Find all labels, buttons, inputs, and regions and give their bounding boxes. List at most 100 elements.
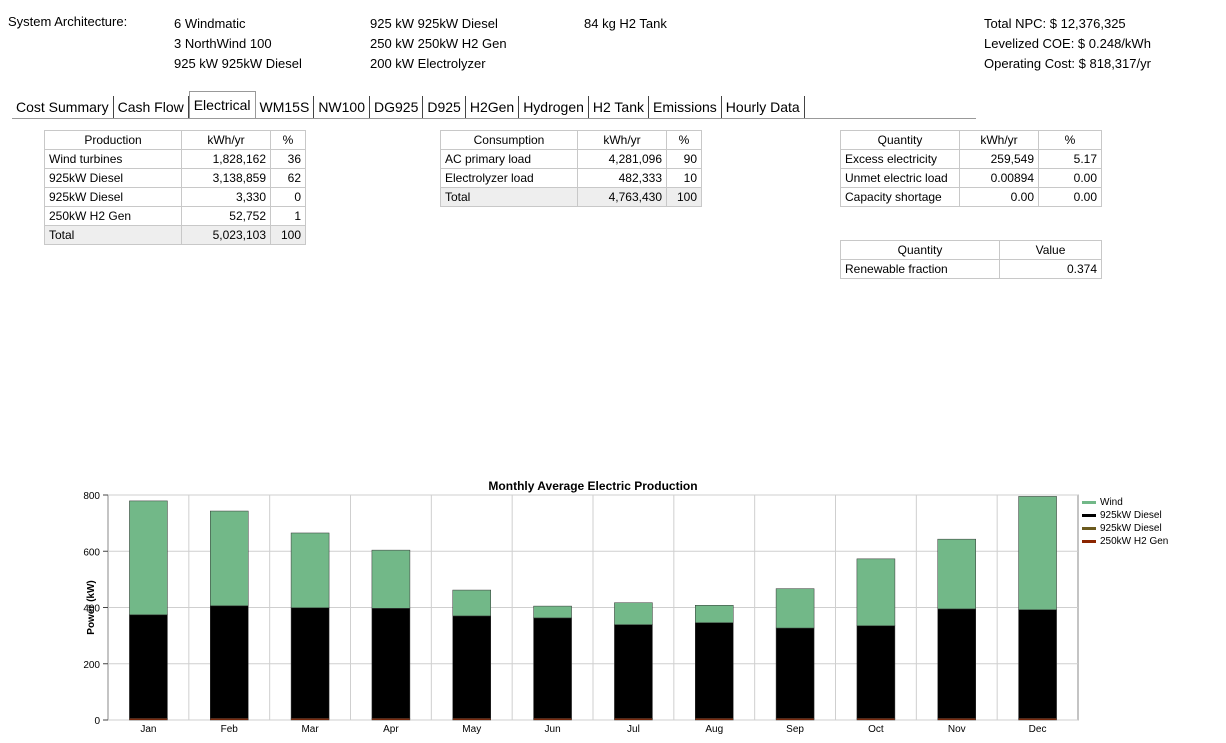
tab-electrical[interactable]: Electrical [188, 91, 256, 118]
tab-wm15s[interactable]: WM15S [256, 96, 315, 118]
table-cell: 1,828,162 [181, 149, 271, 169]
table-cell: 36 [270, 149, 306, 169]
table-cell: 4,281,096 [577, 149, 667, 169]
y-tick-label: 0 [94, 716, 100, 727]
table-cell: Unmet electric load [840, 168, 960, 188]
consumption-table: Consumption kWh/yr % AC primary load 4,2… [440, 130, 702, 207]
table-cell: Total [44, 225, 182, 245]
tab-hourly-data[interactable]: Hourly Data [722, 96, 805, 118]
table-cell: 0.374 [999, 259, 1102, 279]
bar-segment [129, 614, 168, 719]
tab-d925[interactable]: D925 [423, 96, 466, 118]
column-header: kWh/yr [959, 130, 1039, 150]
table-cell: 5.17 [1038, 149, 1102, 169]
table-cell: 5,023,103 [181, 225, 271, 245]
operating-cost: Operating Cost: $ 818,317/yr [984, 56, 1151, 71]
column-header: Quantity [840, 130, 960, 150]
table-cell: Total [440, 187, 578, 207]
column-header: Value [999, 240, 1102, 260]
architecture-column-3: 84 kg H2 Tank [584, 14, 667, 34]
architecture-column-2: 925 kW 925kW Diesel 250 kW 250kW H2 Gen … [370, 14, 507, 74]
bar-segment [775, 627, 815, 719]
legend-item: 250kW H2 Gen [1082, 535, 1168, 548]
legend-swatch [1082, 501, 1096, 504]
bar-segment [129, 500, 168, 616]
bar-segment [614, 602, 653, 625]
bar-segment [290, 607, 330, 719]
x-tick-label: Jan [140, 724, 156, 735]
x-tick-label: Sep [786, 724, 804, 735]
tab-h2gen[interactable]: H2Gen [466, 96, 520, 118]
bar-segment [937, 538, 976, 610]
legend-swatch [1082, 540, 1096, 543]
table-cell: 62 [270, 168, 306, 188]
bar-segment [371, 718, 411, 721]
table-total-row: Total 5,023,103 100 [44, 225, 306, 245]
table-cell: 100 [270, 225, 306, 245]
tab-cost-summary[interactable]: Cost Summary [12, 96, 114, 118]
table-total-row: Total 4,763,430 100 [440, 187, 702, 207]
bar-segment [1018, 496, 1057, 610]
bar-segment [695, 622, 734, 719]
column-header: % [1038, 130, 1102, 150]
tab-cash-flow[interactable]: Cash Flow [114, 96, 189, 118]
table-cell: 0.00894 [959, 168, 1039, 188]
table-cell: Wind turbines [44, 149, 182, 169]
column-header: kWh/yr [577, 130, 667, 150]
x-tick-label: Oct [868, 724, 884, 735]
bar-segment [452, 589, 491, 617]
bar-segment [290, 532, 330, 609]
table-row: 925kW Diesel 3,138,859 62 [44, 168, 306, 188]
table-cell: 925kW Diesel [44, 187, 182, 207]
table-cell: 100 [666, 187, 702, 207]
tab-dg925[interactable]: DG925 [370, 96, 424, 118]
levelized-coe: Levelized COE: $ 0.248/kWh [984, 36, 1151, 51]
x-tick-label: Dec [1029, 724, 1047, 735]
table-row: Wind turbines 1,828,162 36 [44, 149, 306, 169]
legend-item: Wind [1082, 496, 1168, 509]
table-cell: 10 [666, 168, 702, 188]
table-cell: 0.00 [959, 187, 1039, 207]
table-cell: 3,138,859 [181, 168, 271, 188]
table-row: Renewable fraction 0.374 [840, 259, 1102, 279]
bar-segment [856, 718, 896, 721]
tab-nw100[interactable]: NW100 [314, 96, 370, 118]
architecture-item: 250 kW 250kW H2 Gen [370, 36, 507, 51]
x-tick-label: Feb [221, 724, 239, 735]
table-row: 925kW Diesel 3,330 0 [44, 187, 306, 207]
x-tick-label: May [462, 724, 481, 735]
column-header: Quantity [840, 240, 1000, 260]
column-header: Production [44, 130, 182, 150]
legend-swatch [1082, 527, 1096, 530]
system-architecture-label: System Architecture: [8, 14, 128, 29]
monthly-production-chart: Monthly Average Electric Production 0 200 4… [0, 470, 1226, 738]
architecture-item: 925 kW 925kW Diesel [370, 16, 498, 31]
bar-segment [937, 608, 976, 719]
bar-segment [290, 718, 330, 721]
bar-segment [856, 558, 896, 627]
tab-emissions[interactable]: Emissions [649, 96, 722, 118]
bar-segment [210, 605, 249, 719]
table-cell: Renewable fraction [840, 259, 1000, 279]
bar-segment [775, 588, 815, 629]
architecture-item: 200 kW Electrolyzer [370, 56, 486, 71]
table-cell: 259,549 [959, 149, 1039, 169]
bar-segment [856, 625, 896, 719]
table-cell: Electrolyzer load [440, 168, 578, 188]
bar-segment [371, 608, 411, 719]
bar-segment [533, 617, 572, 719]
bar-segment [129, 718, 168, 721]
tab-h2-tank[interactable]: H2 Tank [589, 96, 649, 118]
table-row: 250kW H2 Gen 52,752 1 [44, 206, 306, 226]
table-cell: 0 [270, 187, 306, 207]
table-cell: 0.00 [1038, 168, 1102, 188]
x-tick-label: Mar [301, 724, 319, 735]
table-row: Capacity shortage 0.00 0.00 [840, 187, 1102, 207]
table-row: AC primary load 4,281,096 90 [440, 149, 702, 169]
total-npc: Total NPC: $ 12,376,325 [984, 16, 1126, 31]
x-tick-label: Jun [545, 724, 561, 735]
legend-swatch [1082, 514, 1096, 517]
legend-label: 925kW Diesel [1100, 510, 1162, 521]
y-tick-label: 200 [83, 660, 100, 671]
tab-hydrogen[interactable]: Hydrogen [519, 96, 589, 118]
